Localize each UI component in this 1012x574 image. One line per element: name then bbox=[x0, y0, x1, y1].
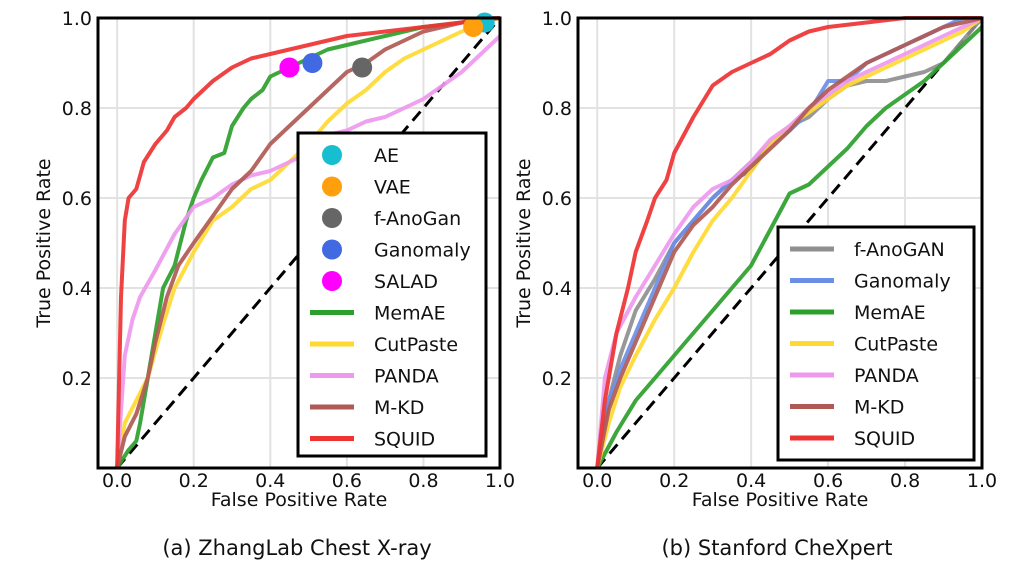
series-line-m-kd bbox=[115, 16, 500, 469]
legend-label-vae: VAE bbox=[374, 177, 411, 199]
legend-label-ganomaly: Ganomaly bbox=[854, 271, 951, 293]
legend-label-panda: PANDA bbox=[374, 366, 439, 388]
y-tick-label: 1.0 bbox=[542, 8, 572, 30]
point-salad bbox=[279, 57, 300, 78]
series-line-m-kd bbox=[595, 16, 983, 469]
legend-label-memae: MemAE bbox=[374, 303, 446, 325]
x-tick-label: 1.0 bbox=[967, 470, 997, 492]
series-line-squid bbox=[115, 16, 501, 469]
legend-label-squid: SQUID bbox=[854, 428, 915, 450]
legend-label-squid: SQUID bbox=[374, 429, 435, 451]
point-f-anogan bbox=[352, 57, 373, 78]
x-tick-label: 0.0 bbox=[582, 470, 612, 492]
point-vae bbox=[463, 17, 484, 37]
x-axis-label: False Positive Rate bbox=[211, 489, 388, 511]
legend-marker-salad bbox=[322, 271, 342, 291]
legend-label-panda: PANDA bbox=[854, 365, 919, 387]
panel-chexpert: 0.0 0.2 0.4 0.6 0.8 1.0 0.2 0.4 0.6 0.8 1.0 False P… bbox=[513, 8, 997, 511]
legend: f-AnoGAN Ganomaly MemAE CutPaste PANDA M-KD SQ… bbox=[776, 225, 976, 462]
y-tick-label: 0.8 bbox=[62, 98, 92, 120]
legend-label-m-kd: M-KD bbox=[854, 397, 904, 419]
legend-label-cutpaste: CutPaste bbox=[854, 334, 938, 356]
x-tick-label: 0.6 bbox=[332, 470, 362, 492]
y-tick-label: 0.8 bbox=[542, 98, 572, 120]
legend-label-f-anogan: f-AnoGan bbox=[374, 208, 461, 230]
x-tick-label: 0.8 bbox=[408, 470, 438, 492]
legend-label-salad: SALAD bbox=[374, 271, 438, 293]
legend-label-ae: AE bbox=[374, 145, 399, 167]
x-axis-label: False Positive Rate bbox=[692, 489, 869, 511]
x-tick-label: 0.2 bbox=[179, 470, 209, 492]
point-ganomaly bbox=[302, 53, 323, 73]
legend-label-cutpaste: CutPaste bbox=[374, 334, 458, 356]
x-tick-label: 0.4 bbox=[736, 470, 766, 492]
legend-label-ganomaly: Ganomaly bbox=[374, 240, 471, 262]
x-tick-label: 0.4 bbox=[255, 470, 285, 492]
x-tick-label: 0.2 bbox=[659, 470, 689, 492]
plot-frame bbox=[96, 16, 502, 470]
caption-b: (b) Stanford CheXpert bbox=[661, 536, 892, 560]
x-tick-label: 0.6 bbox=[813, 470, 843, 492]
y-tick-label: 0.4 bbox=[542, 278, 572, 300]
legend-label-f-anogan: f-AnoGAN bbox=[854, 239, 945, 261]
y-tick-label: 1.0 bbox=[62, 8, 92, 30]
legend: AE VAE f-AnoGan Ganomaly SALAD MemAE CutPaste P… bbox=[296, 131, 488, 458]
series-line-squid bbox=[595, 16, 982, 469]
x-tick-label: 0.0 bbox=[102, 470, 132, 492]
legend-marker-f-anogan bbox=[322, 208, 342, 228]
series-line-memae bbox=[595, 25, 984, 469]
legend-label-memae: MemAE bbox=[854, 302, 926, 324]
legend-marker-ganomaly bbox=[322, 239, 342, 260]
y-tick-label: 0.2 bbox=[62, 368, 92, 390]
y-axis-label: True Positive Rate bbox=[33, 158, 55, 328]
legend-marker-ae bbox=[322, 145, 342, 165]
y-axis-label: True Positive Rate bbox=[513, 158, 535, 328]
caption-a: (a) ZhangLab Chest X-ray bbox=[162, 536, 431, 560]
plot-frame bbox=[576, 16, 984, 470]
y-tick-label: 0.2 bbox=[542, 368, 572, 390]
x-tick-label: 0.8 bbox=[890, 470, 920, 492]
y-tick-label: 0.6 bbox=[62, 188, 92, 210]
panel-zhanglab: 0.0 0.2 0.4 0.6 0.8 1.0 0.2 0.4 0.6 0.8 1.0 False P… bbox=[33, 8, 515, 511]
legend-marker-vae bbox=[322, 176, 342, 197]
legend-label-m-kd: M-KD bbox=[374, 397, 424, 419]
y-tick-label: 0.4 bbox=[62, 278, 92, 300]
y-tick-label: 0.6 bbox=[542, 188, 572, 210]
series-line-panda bbox=[115, 34, 502, 469]
series-line-panda bbox=[595, 16, 983, 469]
x-tick-label: 1.0 bbox=[485, 470, 515, 492]
